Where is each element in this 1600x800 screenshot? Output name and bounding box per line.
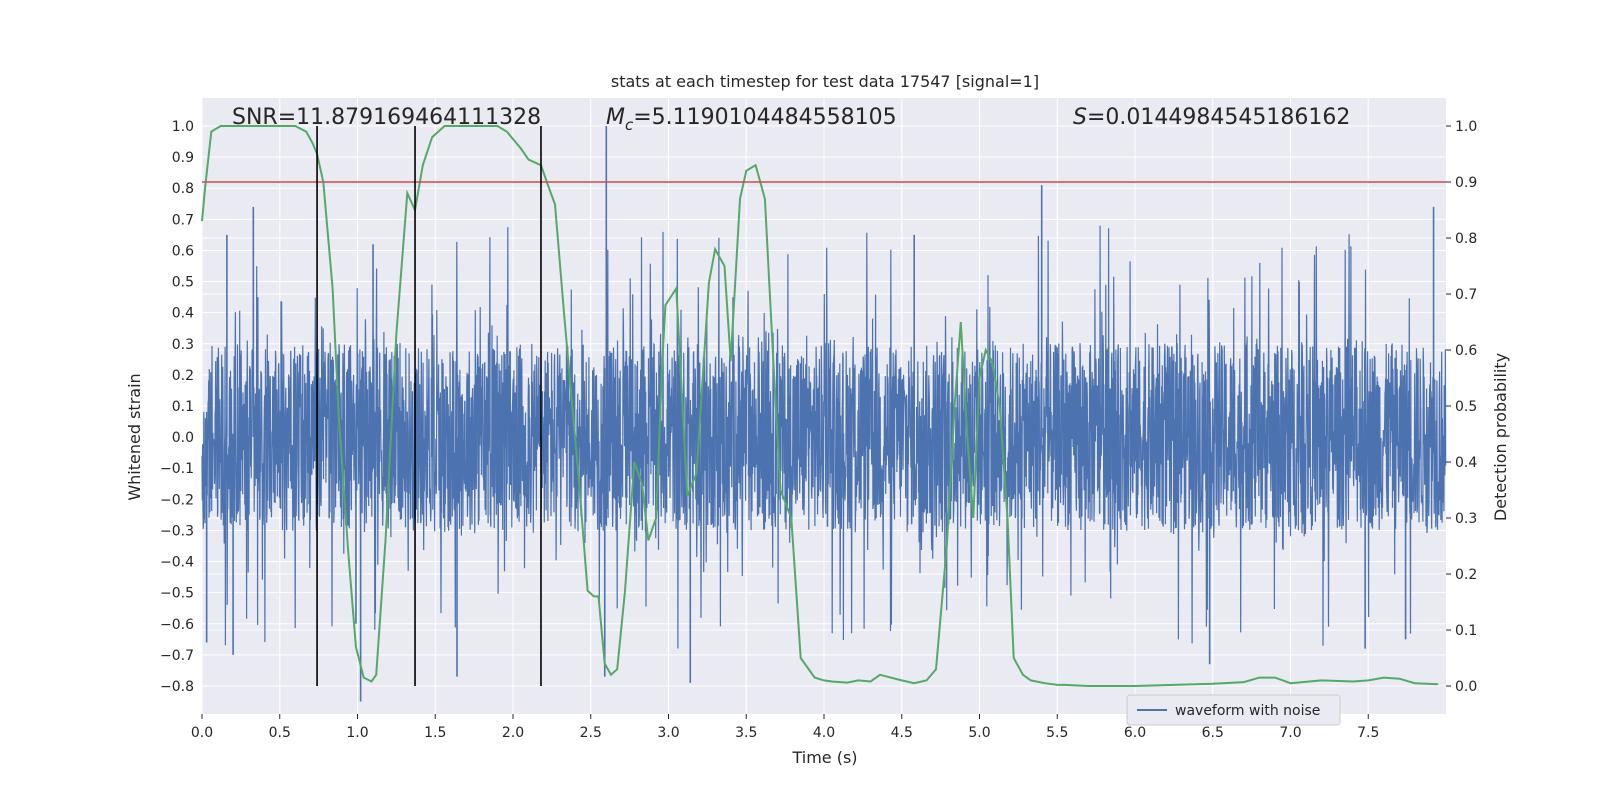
x-tick-label: 4.5 bbox=[891, 725, 913, 741]
y-axis-label: Whitened strain bbox=[125, 373, 144, 500]
y-tick-label: 1.0 bbox=[172, 119, 194, 135]
s-symbol: S bbox=[1073, 105, 1087, 130]
y-tick-label: −0.7 bbox=[160, 648, 194, 664]
y-tick-label: 0.9 bbox=[172, 150, 194, 166]
chirp-mass-symbol: M bbox=[606, 105, 625, 130]
x-tick-label: 5.0 bbox=[968, 725, 990, 741]
y2-tick-label: 0.8 bbox=[1455, 231, 1477, 247]
y2-axis-label: Detection probability bbox=[1491, 353, 1510, 521]
y2-tick-label: 0.0 bbox=[1455, 679, 1477, 695]
y2-tick-label: 0.1 bbox=[1455, 623, 1477, 639]
x-tick-label: 2.0 bbox=[502, 725, 524, 741]
x-tick-label: 7.0 bbox=[1279, 725, 1301, 741]
probability-line bbox=[201, 125, 1439, 687]
x-tick-label: 1.5 bbox=[424, 725, 446, 741]
y-tick-label: 0.7 bbox=[172, 212, 194, 228]
y2-tick-label: 0.9 bbox=[1455, 175, 1477, 191]
axes: 0.0 0.5 1.0 1.5 2.0 2.5 3.0 3.5 4.0 4.5 5.0 5.5 6.0 6… bbox=[160, 119, 1477, 741]
y-tick-label: −0.5 bbox=[160, 586, 194, 602]
y2-tick-label: 0.4 bbox=[1455, 455, 1477, 471]
x-tick-label: 4.0 bbox=[813, 725, 835, 741]
x-tick-label: 3.0 bbox=[657, 725, 679, 741]
y-tick-label: −0.1 bbox=[160, 461, 194, 477]
y2-tick-label: 0.5 bbox=[1455, 399, 1477, 415]
s-annotation: S=0.0144984545186162 bbox=[1073, 105, 1350, 130]
y-tick-label: 0.5 bbox=[172, 275, 194, 291]
y2-tick-label: 0.7 bbox=[1455, 287, 1477, 303]
x-tick-label: 1.0 bbox=[346, 725, 368, 741]
legend-label-waveform: waveform with noise bbox=[1175, 703, 1320, 719]
y-tick-label: 0.0 bbox=[172, 430, 194, 446]
y-tick-label: 0.6 bbox=[172, 243, 194, 259]
chirp-mass-annotation: Mc=5.1190104484558105 bbox=[606, 105, 897, 134]
chart-title: stats at each timestep for test data 175… bbox=[611, 72, 1039, 91]
chirp-mass-value: =5.1190104484558105 bbox=[633, 105, 896, 130]
x-axis-label: Time (s) bbox=[791, 748, 857, 767]
chirp-mass-subscript: c bbox=[625, 116, 634, 134]
y-tick-label: 0.2 bbox=[172, 368, 194, 384]
y-tick-label: 0.1 bbox=[172, 399, 194, 415]
s-value: =0.0144984545186162 bbox=[1087, 105, 1350, 130]
x-tick-label: 6.0 bbox=[1124, 725, 1146, 741]
x-tick-label: 7.5 bbox=[1357, 725, 1379, 741]
waveform-series bbox=[201, 126, 1447, 702]
y2-tick-label: 0.3 bbox=[1455, 511, 1477, 527]
legend: waveform with noise bbox=[1126, 694, 1341, 726]
y2-tick-label: 0.2 bbox=[1455, 567, 1477, 583]
y2-tick-label: 0.6 bbox=[1455, 343, 1477, 359]
y-tick-label: 0.4 bbox=[172, 306, 194, 322]
x-tick-label: 5.5 bbox=[1046, 725, 1068, 741]
legend-box bbox=[1126, 694, 1341, 726]
x-tick-label: 0.5 bbox=[269, 725, 291, 741]
y-tick-label: 0.8 bbox=[172, 181, 194, 197]
probability-series bbox=[201, 125, 1446, 687]
y-tick-label: −0.3 bbox=[160, 523, 194, 539]
y2-tick-label: 1.0 bbox=[1455, 119, 1477, 135]
waveform-line bbox=[201, 225, 1447, 649]
snr-annotation: SNR=11.879169464111328 bbox=[232, 105, 541, 130]
y-tick-label: −0.8 bbox=[160, 679, 194, 695]
x-tick-label: 2.5 bbox=[580, 725, 602, 741]
y-tick-label: −0.6 bbox=[160, 617, 194, 633]
y-tick-label: 0.3 bbox=[172, 337, 194, 353]
y-tick-label: −0.4 bbox=[160, 555, 194, 571]
x-tick-label: 0.0 bbox=[191, 725, 213, 741]
y-tick-label: −0.2 bbox=[160, 492, 194, 508]
x-tick-label: 3.5 bbox=[735, 725, 757, 741]
x-tick-label: 6.5 bbox=[1202, 725, 1224, 741]
